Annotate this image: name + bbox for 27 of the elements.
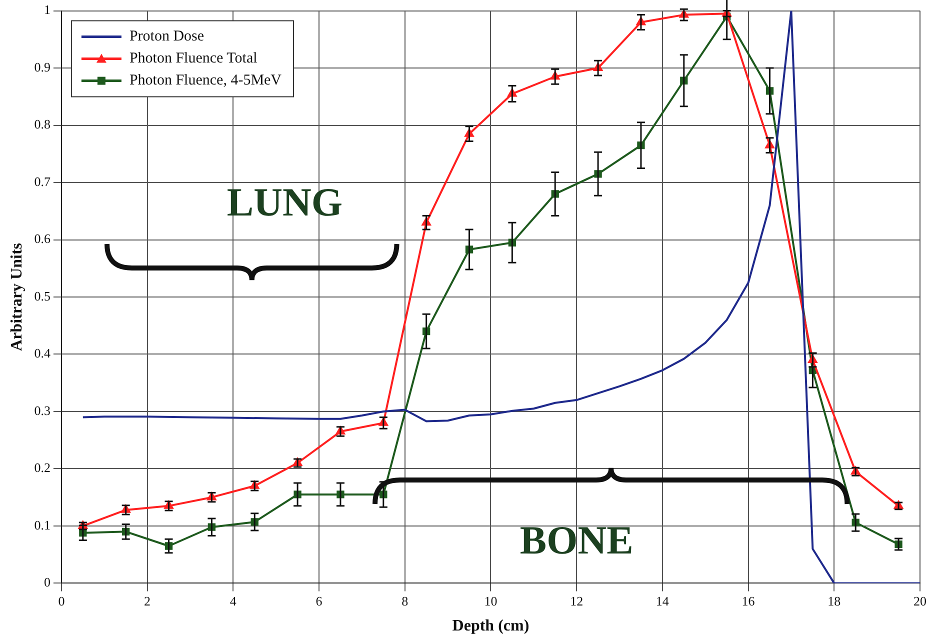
y-tick-label: 0.4 [34,346,51,361]
x-tick-label: 0 [58,593,65,608]
x-tick-label: 12 [570,593,584,608]
x-tick-label: 2 [144,593,151,608]
x-tick-label: 16 [742,593,756,608]
x-tick-label: 20 [914,593,926,608]
y-axis-title: Arbitrary Units [8,243,26,351]
legend-label: Photon Fluence, 4-5MeV [129,72,282,89]
y-tick-label: 0.7 [34,174,51,189]
y-tick-label: 0.8 [34,116,50,132]
x-tick-label: 6 [316,593,323,608]
y-tick-label: 0 [44,574,50,590]
y-tick-label: 0.2 [34,460,50,476]
y-tick-label: 0.5 [34,288,50,304]
x-tick-label: 18 [828,593,841,608]
y-tick-label: 1 [44,2,50,18]
x-axis-title: Depth (cm) [452,618,530,635]
y-tick-label: 0.6 [34,231,51,246]
x-tick-label: 8 [402,593,408,608]
x-tick-label: 10 [484,593,498,608]
x-tick-label: 4 [230,593,237,608]
y-tick-label: 0.1 [34,517,50,532]
y-tick-label: 0.9 [34,59,50,74]
x-tick-label: 14 [656,593,670,608]
y-tick-label: 0.3 [34,402,50,418]
legend-label: Photon Fluence Total [129,50,258,67]
legend-label: Proton Dose [129,28,204,45]
